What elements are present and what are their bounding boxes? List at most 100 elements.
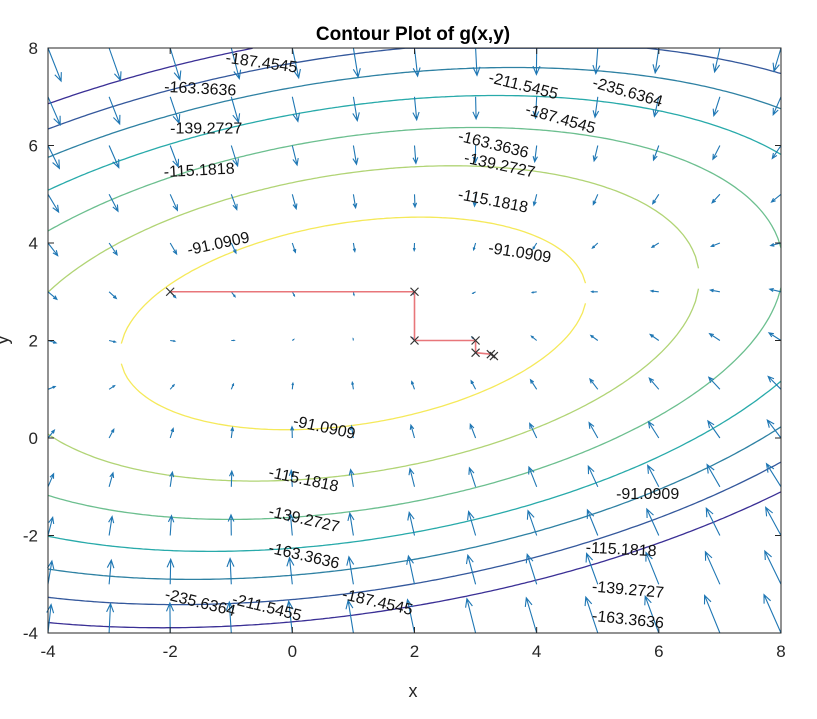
path-marker — [165, 287, 175, 297]
gradient-arrow — [291, 338, 295, 341]
gradient-arrow — [770, 193, 782, 203]
gradient-arrow — [347, 511, 355, 536]
y-tick-label: -2 — [23, 527, 38, 546]
gradient-arrow — [712, 96, 721, 117]
gradient-arrow — [47, 559, 55, 585]
contour-label: -115.1818 — [163, 160, 235, 181]
gradient-arrow — [47, 242, 59, 257]
x-tick-label: 0 — [288, 642, 297, 661]
gradient-arrow — [590, 290, 598, 294]
gradient-arrow — [708, 332, 721, 341]
gradient-arrow — [288, 469, 295, 487]
contour-line-3-lower — [47, 380, 782, 553]
gradient-arrow — [230, 47, 242, 80]
gradient-arrow — [584, 595, 599, 634]
gradient-arrow — [169, 145, 180, 169]
gradient-arrow — [532, 242, 538, 251]
x-tick-label: 8 — [776, 642, 785, 661]
gradient-arrow — [285, 599, 294, 634]
gradient-arrow — [47, 516, 55, 536]
path-marker — [410, 287, 419, 297]
gradient-arrow — [291, 145, 299, 167]
gradient-arrow — [707, 419, 721, 439]
gradient-arrow — [532, 96, 540, 120]
gradient-arrow — [290, 425, 295, 439]
gradient-arrow — [169, 194, 178, 212]
gradient-arrow — [166, 557, 175, 585]
gradient-arrow — [472, 194, 477, 208]
gradient-arrow — [771, 145, 782, 160]
gradient-arrow — [169, 427, 175, 439]
gradient-arrow — [230, 96, 241, 124]
gradient-arrow — [772, 47, 782, 73]
gradient-arrow — [291, 194, 298, 211]
contour-line-1-upper — [47, 165, 700, 293]
path-marker — [489, 351, 499, 361]
gradient-arrow — [407, 511, 416, 536]
gradient-arrow — [169, 47, 182, 81]
gradient-arrow — [108, 291, 118, 300]
gradient-arrow — [767, 375, 782, 390]
gradient-arrow — [352, 337, 354, 341]
gradient-arrow — [652, 96, 660, 118]
gradient-arrow — [530, 335, 538, 341]
contour-line-6-upper — [47, 47, 253, 105]
gradient-arrow — [352, 47, 361, 79]
gradient-arrow — [230, 242, 237, 255]
contour-line-1-lower — [47, 288, 700, 482]
contour-line-0-upper — [120, 216, 587, 344]
gradient-arrow — [585, 552, 599, 585]
y-axis-label: y — [0, 336, 12, 345]
gradient-arrow — [108, 194, 119, 213]
path-segment — [475, 351, 491, 355]
gradient-arrow — [529, 422, 538, 439]
gradient-arrow — [287, 512, 295, 536]
gradient-arrow — [768, 287, 782, 293]
y-tick-label: -4 — [23, 624, 38, 643]
gradient-arrow — [592, 194, 599, 206]
gradient-arrow — [345, 598, 354, 634]
contour-line-0-lower — [120, 303, 587, 431]
path-marker — [410, 336, 419, 345]
path-marker — [471, 336, 481, 345]
gradient-arrow — [648, 377, 660, 390]
gradient-arrow — [106, 558, 115, 585]
gradient-arrow — [225, 600, 234, 634]
gradient-arrow — [47, 194, 60, 214]
gradient-arrow — [47, 385, 57, 390]
gradient-arrow — [591, 242, 599, 250]
gradient-arrow — [703, 594, 721, 634]
contour-label: -139.2727 — [170, 120, 242, 137]
gradient-arrow — [644, 594, 660, 634]
gradient-arrow — [765, 506, 782, 536]
gradient-arrow — [230, 426, 235, 439]
x-tick-label: 4 — [532, 642, 541, 661]
gradient-arrow — [588, 421, 599, 439]
gradient-arrow — [108, 145, 120, 169]
gradient-arrow — [47, 291, 58, 301]
gradient-arrow — [589, 334, 599, 341]
gradient-arrow — [408, 467, 416, 487]
gradient-arrow — [530, 291, 537, 294]
gradient-arrow — [647, 464, 660, 488]
gradient-arrow — [532, 194, 538, 207]
x-tick-label: -2 — [163, 642, 178, 661]
gradient-arrow — [412, 145, 419, 165]
gradient-arrow — [465, 553, 477, 585]
gradient-arrow — [472, 242, 477, 252]
gradient-arrow — [704, 550, 721, 585]
contour-label: -91.0909 — [616, 486, 679, 503]
gradient-arrow — [108, 428, 115, 439]
chart-title: Contour Plot of g(x,y) — [316, 24, 510, 45]
gradient-arrow — [169, 242, 178, 256]
gradient-arrow — [647, 420, 660, 439]
gradient-arrow — [471, 291, 476, 295]
gradient-arrow — [349, 424, 355, 439]
gradient-arrow — [106, 602, 115, 634]
gradient-arrow — [348, 468, 355, 487]
gradient-arrow — [230, 382, 235, 390]
gradient-arrow — [108, 384, 116, 390]
gradient-arrow — [231, 339, 236, 342]
gradient-arrow — [286, 556, 295, 585]
